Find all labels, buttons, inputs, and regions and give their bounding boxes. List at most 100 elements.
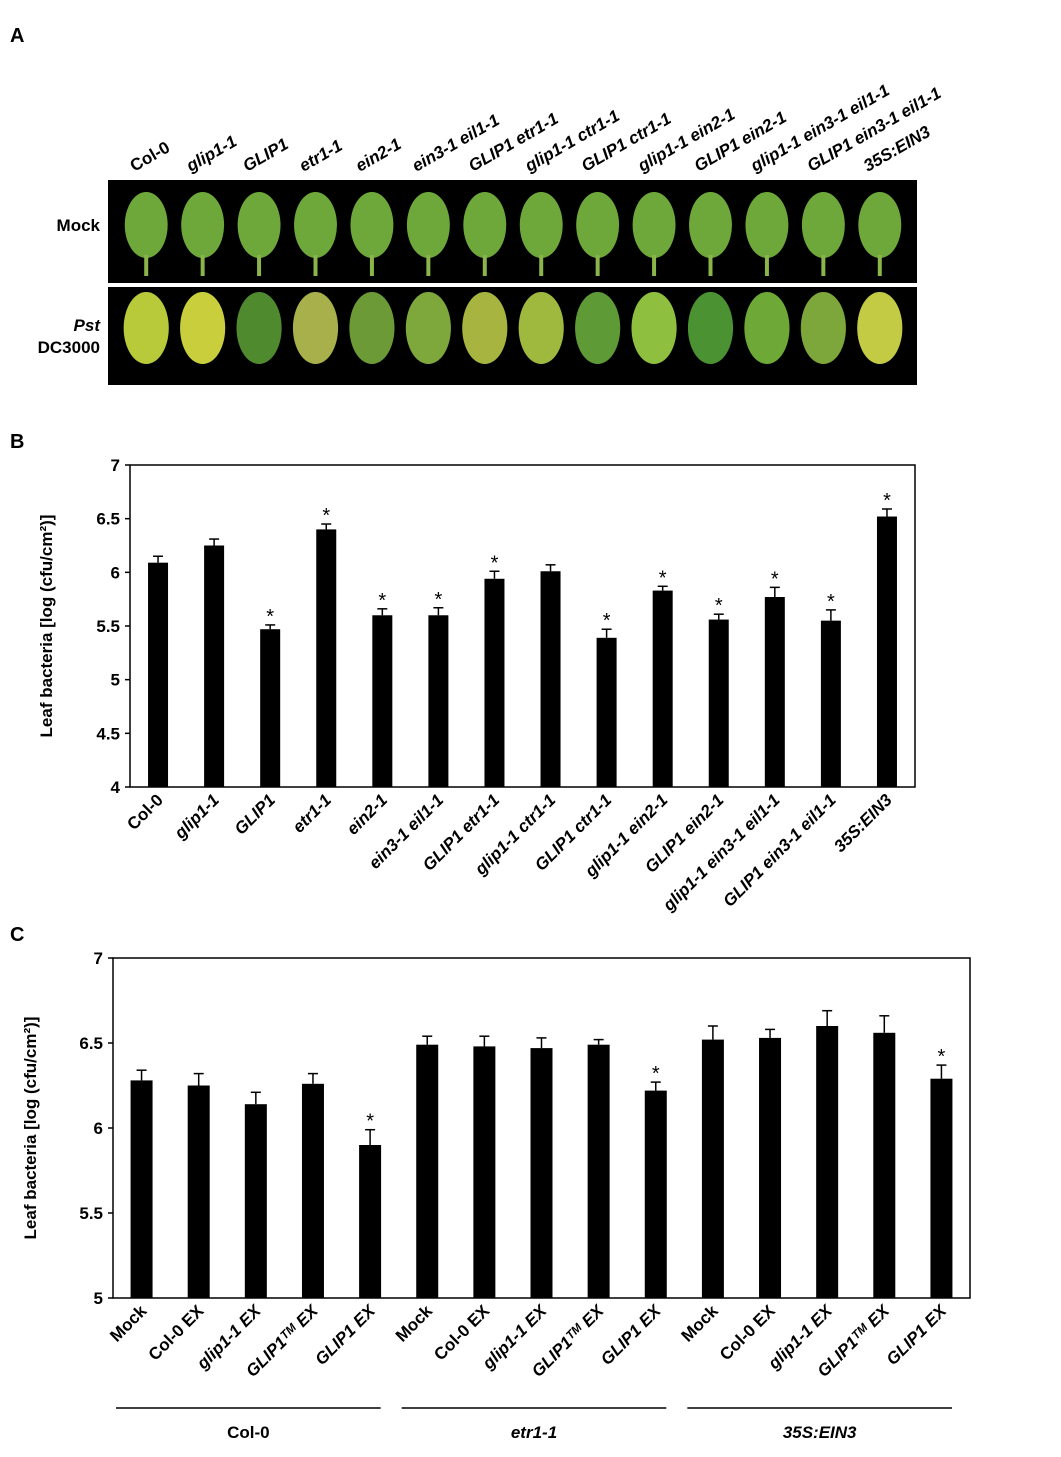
panel-label: B	[10, 431, 24, 453]
bar	[596, 637, 617, 787]
x-tick-label: etr1-1	[289, 790, 335, 836]
y-tick-label: 7	[111, 456, 120, 475]
bar	[652, 590, 673, 787]
leaf	[689, 192, 732, 258]
bar	[873, 1032, 896, 1298]
significance-mark: *	[715, 595, 723, 617]
bar	[372, 615, 393, 787]
leaf	[294, 192, 337, 258]
significance-mark: *	[771, 568, 779, 590]
group-label: 35S:EIN3	[783, 1423, 857, 1442]
leaf	[349, 292, 395, 364]
y-axis-label: Leaf bacteria [log (cfu/cm²)]	[37, 515, 56, 738]
y-tick-label: 4	[111, 778, 121, 797]
x-tick-label: GLIP1 EX	[883, 1300, 952, 1369]
bar	[359, 1145, 382, 1298]
y-tick-label: 5.5	[79, 1204, 103, 1223]
y-tick-label: 5	[94, 1289, 103, 1308]
leaf	[745, 192, 789, 258]
significance-mark: *	[603, 610, 611, 632]
x-tick-label: Mock	[678, 1301, 723, 1346]
x-tick-label: Mock	[106, 1301, 151, 1346]
significance-mark: *	[366, 1111, 374, 1133]
significance-mark: *	[491, 552, 499, 574]
column-label: etr1-1	[296, 136, 346, 176]
leaf	[405, 292, 451, 364]
bar	[244, 1104, 267, 1298]
bar	[484, 578, 505, 787]
x-tick-label: GLIP1	[231, 790, 279, 838]
y-tick-label: 6.5	[96, 510, 120, 529]
y-tick-label: 4.5	[96, 724, 120, 743]
photo-mock	[108, 180, 917, 283]
y-tick-label: 6.5	[79, 1034, 103, 1053]
bar	[759, 1037, 782, 1298]
y-axis-label: Leaf bacteria [log (cfu/cm²)]	[21, 1017, 40, 1240]
panel-label: A	[10, 25, 24, 47]
bar	[820, 620, 841, 787]
leaf	[350, 192, 394, 258]
leaf	[687, 292, 734, 364]
x-tick-label: GLIP1 EX	[597, 1300, 666, 1369]
leaf	[801, 192, 845, 258]
bar	[530, 1048, 553, 1298]
significance-mark: *	[883, 490, 891, 512]
leaf	[180, 292, 226, 364]
significance-mark: *	[266, 606, 274, 628]
bar	[644, 1090, 667, 1298]
row-label: Mock	[57, 216, 101, 235]
bar	[876, 516, 897, 787]
leaf	[575, 292, 621, 364]
leaf	[631, 292, 677, 364]
leaf	[519, 192, 563, 258]
bar	[187, 1085, 210, 1298]
significance-mark: *	[652, 1063, 660, 1085]
bar	[587, 1044, 610, 1298]
significance-mark: *	[378, 590, 386, 612]
bar	[764, 597, 785, 787]
group-label: Col-0	[227, 1423, 270, 1442]
panel-label: C	[10, 924, 24, 946]
column-label: ein2-1	[352, 134, 404, 175]
leaf	[858, 192, 902, 258]
leaf	[632, 192, 676, 258]
leaf	[123, 292, 169, 364]
bar	[416, 1044, 439, 1298]
x-tick-label: 35S:EIN3	[830, 790, 896, 856]
leaf	[857, 292, 903, 364]
x-tick-label: GLIP1 EX	[311, 1300, 380, 1369]
significance-mark: *	[322, 505, 330, 527]
significance-mark: *	[827, 591, 835, 613]
bar	[708, 619, 729, 787]
group-label: etr1-1	[511, 1423, 557, 1442]
bar	[540, 571, 561, 787]
significance-mark: *	[938, 1046, 946, 1068]
x-tick-label: Col-0	[123, 790, 166, 833]
bar	[316, 529, 337, 787]
column-label: Col-0	[127, 138, 173, 176]
row-label: Pst	[74, 316, 102, 335]
bar	[428, 615, 449, 787]
bar	[816, 1026, 839, 1298]
y-tick-label: 5.5	[96, 617, 120, 636]
significance-mark: *	[659, 567, 667, 589]
leaf	[237, 192, 281, 258]
leaf	[744, 292, 790, 364]
leaf	[462, 292, 508, 364]
bar	[930, 1078, 953, 1298]
row-label: DC3000	[38, 338, 100, 357]
y-tick-label: 6	[111, 563, 120, 582]
x-tick-label: GLIP1 ein3-1 eil1-1	[719, 790, 839, 910]
x-tick-label: glip1-1	[170, 790, 223, 843]
y-tick-label: 5	[111, 671, 120, 690]
leaf	[800, 292, 846, 364]
bar	[473, 1046, 496, 1298]
bar	[130, 1080, 153, 1298]
bar	[148, 562, 169, 787]
leaf	[576, 192, 620, 258]
bar	[204, 545, 225, 787]
leaf	[181, 192, 225, 258]
leaf	[292, 292, 339, 364]
y-tick-label: 6	[94, 1119, 103, 1138]
